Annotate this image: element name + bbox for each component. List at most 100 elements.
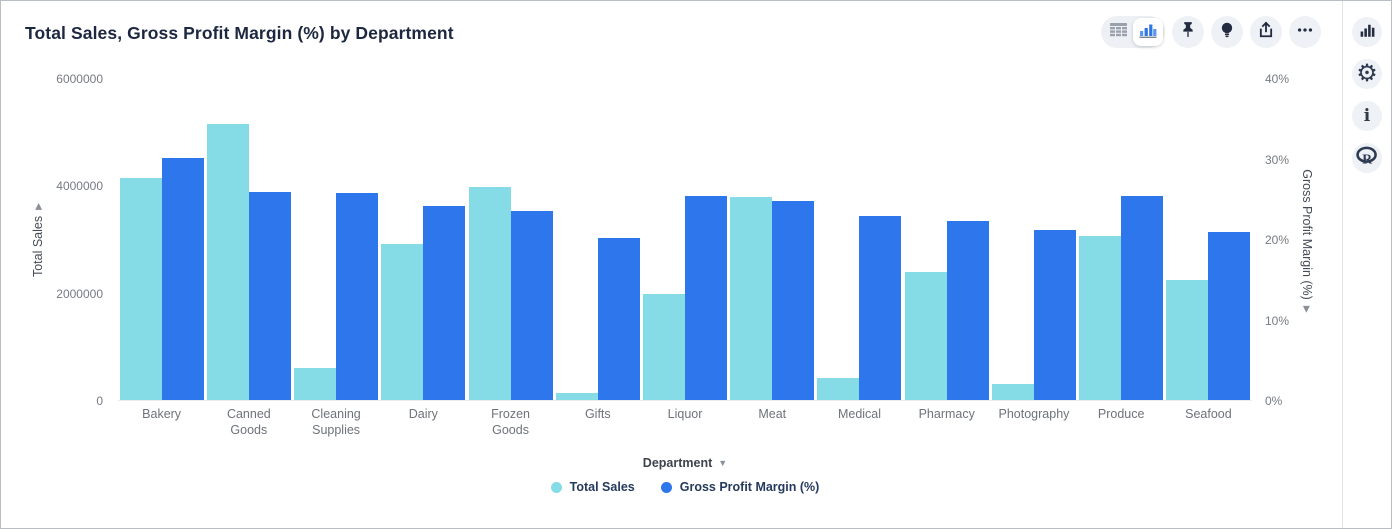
share-icon	[1256, 20, 1276, 45]
bar-group-meat	[729, 79, 816, 400]
bar-gross-profit-margin-pharmacy[interactable]	[946, 221, 989, 400]
bar-total-sales-meat[interactable]	[730, 196, 773, 400]
x-axis-label: Seafood	[1185, 407, 1232, 421]
x-axis-label: Produce	[1097, 407, 1145, 421]
left-axis-ticks: 0 2000000 4000000 6000000	[21, 72, 103, 408]
insights-button[interactable]	[1211, 16, 1243, 48]
bar-total-sales-dairy[interactable]	[381, 244, 424, 400]
x-axis-label: Cleaning Supplies	[311, 407, 361, 437]
x-axis-label: Gifts	[584, 407, 611, 421]
bar-group-produce	[1078, 79, 1165, 400]
bar-gross-profit-margin-gifts[interactable]	[597, 238, 640, 400]
dropdown-caret-icon: ▼	[718, 458, 728, 468]
bar-total-sales-photography[interactable]	[991, 384, 1034, 400]
bar-group-seafood	[1165, 79, 1252, 400]
legend-dot-icon	[550, 481, 562, 493]
bar-gross-profit-margin-seafood[interactable]	[1208, 231, 1251, 400]
ellipsis-icon	[1295, 20, 1315, 45]
bar-total-sales-pharmacy[interactable]	[904, 271, 947, 400]
bar-gross-profit-margin-bakery[interactable]	[161, 157, 204, 400]
bar-gross-profit-margin-cleaning-supplies[interactable]	[336, 193, 379, 400]
legend-item-gross-profit-margin[interactable]: Gross Profit Margin (%)	[660, 480, 820, 494]
bar-total-sales-gifts[interactable]	[555, 392, 598, 400]
bar-group-photography	[990, 79, 1077, 400]
left-axis-tick: 6000000	[56, 72, 103, 86]
r-analysis-button[interactable]: R	[1352, 143, 1382, 173]
bar-gross-profit-margin-meat[interactable]	[772, 201, 815, 400]
right-axis-title[interactable]: Gross Profit Margin (%) ▶	[1300, 169, 1314, 313]
chart-title: Total Sales, Gross Profit Margin (%) by …	[25, 23, 454, 43]
bar-total-sales-medical[interactable]	[817, 378, 860, 400]
right-axis-tick: 10%	[1265, 313, 1290, 328]
right-axis-tick: 40%	[1265, 72, 1290, 86]
bar-gross-profit-margin-dairy[interactable]	[423, 206, 466, 400]
info-button[interactable]: i	[1352, 101, 1382, 131]
bar-gross-profit-margin-canned-goods[interactable]	[248, 192, 291, 400]
chart-legend: Total Sales Gross Profit Margin (%)	[118, 480, 1252, 494]
x-axis-label: Liquor	[667, 407, 703, 421]
x-axis-label: Meat	[758, 407, 787, 421]
chart-toolbar	[1101, 16, 1321, 48]
pin-button[interactable]	[1172, 16, 1204, 48]
left-axis-tick: 0	[96, 394, 103, 408]
left-axis-title[interactable]: Total Sales ▶	[31, 203, 45, 277]
view-toggle[interactable]	[1101, 16, 1165, 48]
bar-gross-profit-margin-frozen-goods[interactable]	[510, 210, 553, 400]
bar-total-sales-cleaning-supplies[interactable]	[294, 367, 337, 400]
bar-group-bakery	[118, 79, 205, 400]
more-options-button[interactable]	[1289, 16, 1321, 48]
left-axis-tick: 4000000	[56, 179, 103, 194]
x-axis-title-label: Department	[642, 456, 713, 470]
bar-group-cleaning-supplies	[292, 79, 379, 400]
bar-group-medical	[816, 79, 903, 400]
chart-view-button[interactable]	[1133, 18, 1163, 46]
info-icon: i	[1363, 106, 1371, 126]
bar-group-canned-goods	[205, 79, 292, 400]
lightbulb-icon	[1217, 20, 1237, 45]
svg-text:R: R	[1362, 151, 1373, 166]
bar-total-sales-liquor[interactable]	[643, 294, 686, 400]
plot-area	[118, 79, 1252, 401]
legend-dot-icon	[660, 481, 672, 493]
bar-gross-profit-margin-photography[interactable]	[1033, 230, 1076, 400]
axis-caret-icon: ▶	[1302, 305, 1313, 313]
bar-total-sales-canned-goods[interactable]	[206, 123, 249, 400]
chart-config-button[interactable]	[1352, 17, 1382, 47]
right-axis-title-label: Gross Profit Margin (%)	[1300, 169, 1314, 300]
bar-total-sales-frozen-goods[interactable]	[468, 187, 511, 400]
settings-button[interactable]: ⚙	[1352, 59, 1382, 89]
x-axis-label: Canned Goods	[226, 407, 271, 437]
bar-group-pharmacy	[903, 79, 990, 400]
bar-group-gifts	[554, 79, 641, 400]
share-button[interactable]	[1250, 16, 1282, 48]
bar-chart-icon	[1139, 22, 1157, 43]
bar-total-sales-seafood[interactable]	[1166, 279, 1209, 400]
x-axis-label: Photography	[998, 407, 1070, 421]
legend-label: Total Sales	[569, 480, 635, 494]
right-axis-tick: 30%	[1265, 152, 1290, 167]
left-axis-title-label: Total Sales	[31, 215, 45, 278]
x-axis-title-row: Department ▼	[118, 456, 1252, 470]
right-axis-ticks: 0% 10% 20% 30% 40%	[1265, 72, 1325, 408]
right-axis-tick: 0%	[1265, 394, 1283, 408]
x-axis-label: Medical	[837, 407, 882, 421]
bar-gross-profit-margin-medical[interactable]	[859, 215, 902, 400]
right-sidebar: ⚙ i R	[1342, 1, 1391, 528]
bar-total-sales-bakery[interactable]	[119, 177, 162, 400]
right-axis-tick: 20%	[1265, 233, 1290, 247]
bar-gross-profit-margin-liquor[interactable]	[685, 195, 728, 400]
bar-total-sales-produce[interactable]	[1079, 236, 1122, 400]
bar-group-dairy	[380, 79, 467, 400]
legend-label: Gross Profit Margin (%)	[679, 480, 820, 494]
pin-icon	[1178, 20, 1198, 45]
bar-group-liquor	[641, 79, 728, 400]
r-analysis-icon: R	[1354, 144, 1380, 173]
x-axis-title[interactable]: Department ▼	[643, 456, 727, 470]
axis-caret-icon: ▶	[32, 202, 43, 210]
x-axis-label: Frozen Goods	[491, 407, 530, 437]
x-axis-label: Dairy	[408, 407, 438, 421]
legend-item-total-sales[interactable]: Total Sales	[550, 480, 635, 494]
bar-gross-profit-margin-produce[interactable]	[1121, 196, 1164, 400]
table-view-button[interactable]	[1103, 18, 1133, 46]
